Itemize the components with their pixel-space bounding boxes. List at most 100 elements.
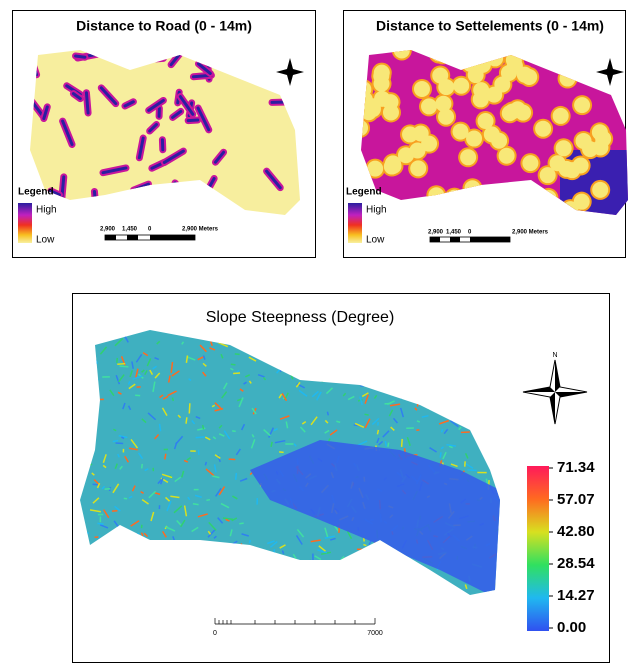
road-gap-core bbox=[76, 56, 85, 57]
settlement-core bbox=[410, 160, 426, 176]
slope-texture bbox=[172, 398, 173, 401]
settlement-core bbox=[499, 148, 515, 164]
settlement-core bbox=[484, 126, 500, 142]
slope-texture bbox=[97, 523, 103, 524]
settlement-core bbox=[473, 91, 489, 107]
slope-texture bbox=[233, 373, 240, 374]
scale-label: 2,900 bbox=[428, 230, 444, 236]
slope-texture bbox=[142, 464, 143, 468]
colorbar-label: 28.54 bbox=[557, 555, 595, 572]
scale-label: 2,900 bbox=[100, 227, 116, 233]
settlement-core bbox=[466, 131, 482, 147]
slope-texture bbox=[377, 430, 378, 434]
slope-panel: Slope Steepness (Degree) N 71.34 57.07 42.… bbox=[73, 294, 610, 663]
scale-label: 0 bbox=[213, 630, 217, 637]
scale-label: 2,900 Meters bbox=[182, 227, 219, 233]
settlement-core bbox=[522, 155, 538, 171]
colorbar-label: 0.00 bbox=[557, 619, 586, 636]
legend-ramp bbox=[18, 203, 32, 243]
slope-texture bbox=[205, 462, 206, 465]
figure: Distance to Road (0 - 14m) Legend High L… bbox=[0, 0, 628, 663]
scale-bar bbox=[105, 235, 195, 240]
legend-title: Legend bbox=[18, 187, 54, 198]
scale-bar bbox=[430, 237, 510, 242]
colorbar-label: 14.27 bbox=[557, 587, 595, 604]
legend-high: High bbox=[366, 205, 387, 216]
legend-low: Low bbox=[366, 235, 385, 246]
legend-ramp bbox=[348, 203, 362, 243]
slope-texture bbox=[327, 412, 328, 416]
legend-title: Legend bbox=[346, 187, 382, 198]
settlement-core bbox=[510, 101, 526, 117]
colorbar bbox=[527, 466, 549, 631]
settlement-core bbox=[501, 65, 517, 81]
slope-texture bbox=[189, 403, 190, 413]
slope-texture bbox=[271, 442, 272, 447]
slope-texture bbox=[99, 535, 100, 538]
slope-texture bbox=[417, 421, 420, 422]
slope-texture bbox=[363, 545, 366, 546]
scale-label: 7000 bbox=[367, 630, 383, 637]
colorbar-label: 42.80 bbox=[557, 523, 595, 540]
slope-texture bbox=[186, 417, 187, 423]
scale-label: 1,450 bbox=[446, 230, 462, 236]
slope-texture bbox=[274, 549, 275, 552]
slope-texture bbox=[160, 424, 161, 431]
settlement-core bbox=[535, 121, 551, 137]
panel-title: Distance to Road (0 - 14m) bbox=[76, 18, 252, 34]
settlement-core bbox=[374, 65, 390, 81]
road-gap-core bbox=[188, 120, 198, 121]
slope-texture bbox=[117, 364, 125, 365]
settlement-panel: Distance to Settelements (0 - 14m) Legen… bbox=[344, 11, 628, 258]
slope-texture bbox=[236, 473, 237, 480]
slope-texture bbox=[365, 414, 369, 415]
slope-texture bbox=[249, 540, 250, 543]
legend-low: Low bbox=[36, 235, 55, 246]
slope-texture bbox=[203, 425, 204, 429]
panel-title: Distance to Settelements (0 - 14m) bbox=[376, 18, 604, 34]
slope-texture bbox=[196, 437, 205, 438]
panel-title: Slope Steepness (Degree) bbox=[206, 309, 395, 326]
colorbar-label: 57.07 bbox=[557, 491, 595, 508]
settlement-core bbox=[592, 139, 608, 155]
slope-texture bbox=[231, 364, 236, 365]
slope-texture bbox=[119, 366, 128, 367]
slope-texture bbox=[206, 500, 210, 501]
slope-texture bbox=[385, 403, 392, 404]
settlement-core bbox=[556, 140, 572, 156]
settlement-core bbox=[574, 97, 590, 113]
slope-texture bbox=[385, 441, 386, 447]
scale-label: 2,900 Meters bbox=[512, 230, 549, 236]
settlement-core bbox=[460, 149, 476, 165]
settlement-core bbox=[432, 67, 448, 83]
slope-texture bbox=[116, 443, 124, 444]
settlement-core bbox=[453, 124, 469, 140]
slope-texture bbox=[279, 452, 283, 453]
settlement-core bbox=[413, 126, 429, 142]
slope-texture bbox=[440, 452, 441, 457]
settlement-core bbox=[521, 69, 537, 85]
settlement-core bbox=[421, 98, 437, 114]
page: Distance to Road (0 - 14m) Legend High L… bbox=[0, 0, 628, 663]
road-gap-core bbox=[86, 93, 88, 113]
scale-label: 1,450 bbox=[122, 227, 138, 233]
slope-texture bbox=[193, 504, 199, 505]
settlement-core bbox=[383, 94, 399, 110]
settlement-core bbox=[592, 182, 608, 198]
settlement-core bbox=[592, 124, 608, 140]
north-label: N bbox=[552, 352, 557, 359]
slope-texture bbox=[388, 443, 389, 447]
legend-high: High bbox=[36, 205, 57, 216]
settlement-core bbox=[553, 108, 569, 124]
settlement-core bbox=[564, 162, 580, 178]
settlement-core bbox=[385, 155, 401, 171]
settlement-core bbox=[414, 81, 430, 97]
slope-texture bbox=[402, 439, 403, 447]
colorbar-label: 71.34 bbox=[557, 459, 595, 476]
settlement-core bbox=[435, 96, 451, 112]
slope-texture bbox=[239, 523, 243, 524]
settlement-core bbox=[453, 78, 469, 94]
slope-texture bbox=[467, 470, 476, 471]
slope-texture bbox=[235, 354, 240, 355]
road-panel: Distance to Road (0 - 14m) Legend High L… bbox=[13, 11, 316, 258]
